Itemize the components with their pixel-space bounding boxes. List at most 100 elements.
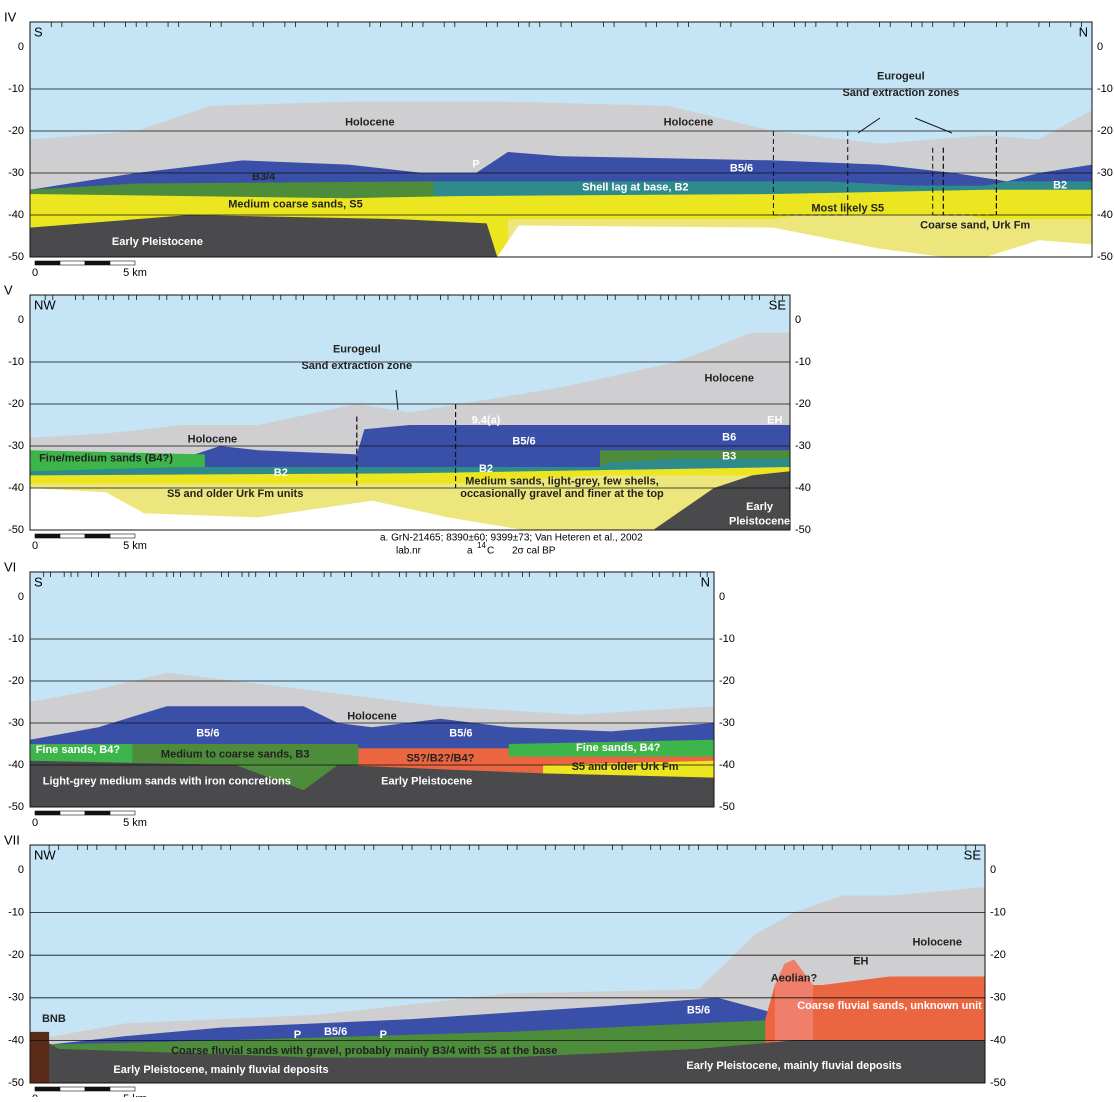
depth-label: -50 [795,524,811,536]
unit-label: P [380,1029,387,1041]
depth-label: -50 [990,1077,1006,1089]
unit-label: Most likely S5 [811,203,884,215]
panel: 0 0 -10 -10 -20 -20 -30 -30 -40 -40 -50 -50 V NW SE 0 5 … [4,282,811,551]
unit-label: Holocene [345,117,395,129]
depth-label: -30 [8,440,24,452]
scale-bar [59,810,86,816]
scale-bar [34,1086,61,1092]
footnote: 2σ cal BP [512,546,556,557]
footnote: a. GrN-21465; 8390±60; 9399±73; Van Hete… [380,533,643,544]
unit-label: B5/6 [512,436,535,448]
depth-label: 0 [18,314,24,326]
unit-label: P [294,1029,301,1041]
scale-label: 5 km [123,1093,147,1097]
scale-bar [84,533,111,539]
depth-label: -50 [8,1077,24,1089]
depth-label: -20 [990,949,1006,961]
depth-label: -30 [719,717,735,729]
depth-label: -50 [8,524,24,536]
unit-label: B3/4 [252,171,276,183]
scale-bar [109,533,136,539]
footnote: 14 [477,541,486,550]
scale-bar [109,1086,136,1092]
footnote: lab.nr [396,546,422,557]
unit-label: Holocene [347,711,397,723]
unit-label: B2 [274,467,288,479]
depth-label: -10 [990,907,1006,919]
depth-label: -40 [990,1034,1006,1046]
unit-label: B5/6 [324,1026,347,1038]
unit-label: 9.4(a) [472,415,501,427]
unit-label: B2 [1053,180,1067,192]
unit-label: P [472,159,479,171]
depth-label: -20 [8,675,24,687]
unit-label: B5/6 [449,727,472,739]
depth-label: 0 [18,864,24,876]
unit-label: Holocene [664,117,714,129]
scale-bar [34,533,61,539]
unit-label: occasionally gravel and finer at the top [460,488,664,500]
unit-label: B5/6 [730,163,753,175]
unit-label: Fine sands, B4? [576,742,661,754]
unit-label: Medium to coarse sands, B3 [161,748,310,760]
depth-label: -20 [719,675,735,687]
depth-label: -40 [8,1034,24,1046]
depth-label: -40 [1097,209,1113,221]
unit-label: Eurogeul [333,343,381,355]
depth-label: -40 [719,759,735,771]
unit-label: B2 [479,463,493,475]
depth-label: 0 [1097,41,1103,53]
depth-label: 0 [795,314,801,326]
depth-label: -30 [990,992,1006,1004]
scale-bar [59,533,86,539]
depth-label: -10 [719,633,735,645]
scale-label: 5 km [123,817,147,829]
unit-label: Pleistocene [729,516,790,528]
direction: S [34,24,43,39]
depth-label: -30 [8,167,24,179]
unit-label: EH [767,415,782,427]
depth-label: -10 [8,356,24,368]
unit-label: Fine/medium sands (B4?) [39,453,173,465]
unit-label: Early Pleistocene, mainly fluvial deposi… [113,1064,328,1076]
layer [985,240,1092,257]
unit-label: S5 and older Urk Fm units [167,488,303,500]
scale-label: 0 [32,817,38,829]
depth-label: -40 [8,482,24,494]
depth-label: -40 [8,209,24,221]
scale-bar [84,1086,111,1092]
unit-label: Holocene [704,373,754,385]
depth-label: 0 [18,41,24,53]
unit-label: Shell lag at base, B2 [582,182,688,194]
layer [653,471,790,530]
unit-label: Sand extraction zones [842,87,959,99]
depth-label: -10 [8,633,24,645]
panel-id: V [4,282,13,297]
unit-label: Coarse sand, Urk Fm [920,219,1030,231]
depth-label: -10 [1097,83,1113,95]
layer [30,215,498,257]
depth-label: -20 [795,398,811,410]
scale-label: 5 km [123,540,147,552]
unit-label: S5?/B2?/B4? [406,753,474,765]
unit-label: Holocene [912,936,962,948]
depth-label: -40 [8,759,24,771]
scale-label: 0 [32,267,38,279]
scale-label: 0 [32,540,38,552]
direction: NW [34,847,56,862]
depth-label: 0 [18,591,24,603]
panel-id: VII [4,832,20,847]
depth-label: -10 [795,356,811,368]
unit-label: Light-grey medium sands with iron concre… [43,776,291,788]
unit-label: Early Pleistocene [112,236,203,248]
depth-label: -30 [8,992,24,1004]
unit-label: Sand extraction zone [301,360,412,372]
layer [30,488,524,530]
footnote: a [467,546,473,557]
unit-label: BNB [42,1013,66,1025]
direction: N [1079,24,1088,39]
scale-bar [59,1086,86,1092]
unit-label: Early Pleistocene [381,776,472,788]
